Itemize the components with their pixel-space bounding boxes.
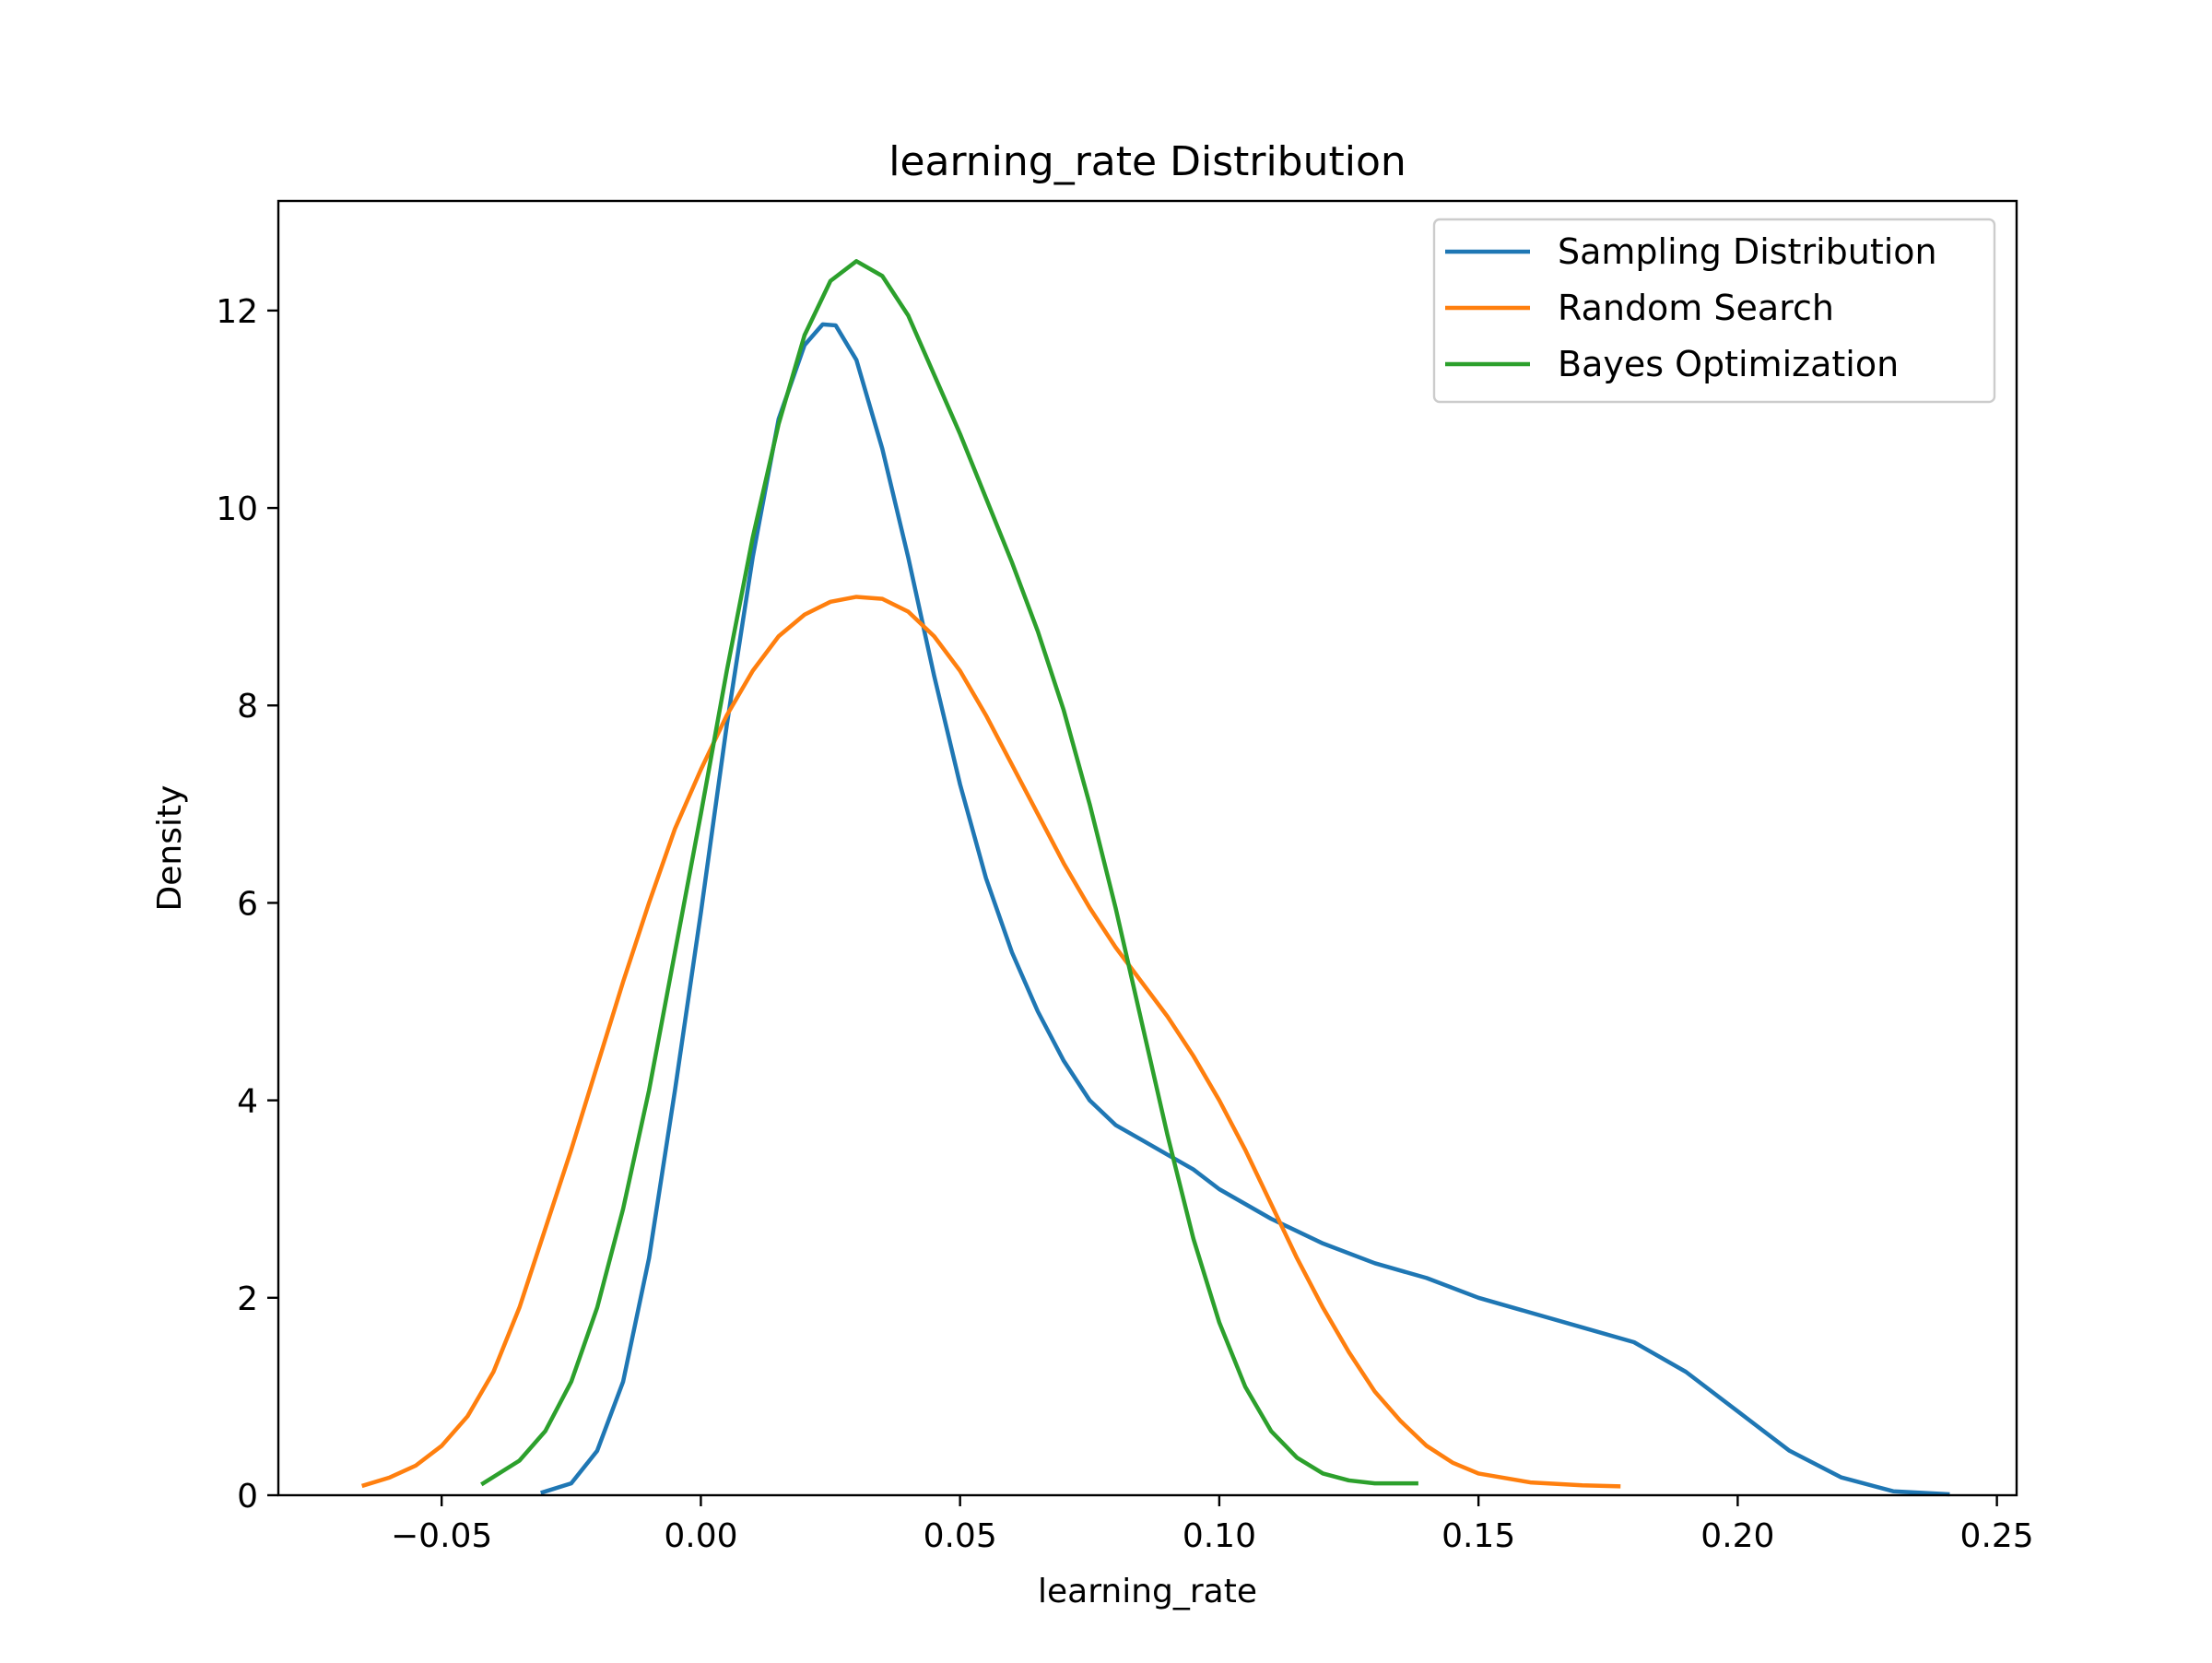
series-line-2 (480, 259, 1418, 1487)
series-line-0 (540, 322, 1950, 1497)
legend-label: Bayes Optimization (1558, 344, 1899, 384)
legend: Sampling Distribution Random Search Bayes … (1432, 218, 1996, 404)
y-tick-label: 4 (237, 1083, 258, 1121)
chart-title: learning_rate Distribution (888, 138, 1406, 185)
x-tick-label: 0.20 (1700, 1517, 1774, 1555)
x-tick-label: 0.10 (1182, 1517, 1256, 1555)
x-tick-label: 0.15 (1441, 1517, 1515, 1555)
x-tick-label: −0.05 (391, 1517, 492, 1555)
series-line-1 (361, 595, 1621, 1489)
x-tick-label: 0.00 (664, 1517, 737, 1555)
y-axis-label: Density (151, 785, 189, 912)
y-tick-label: 0 (237, 1478, 258, 1516)
x-axis-label: learning_rate (1038, 1573, 1257, 1610)
legend-label: Sampling Distribution (1558, 231, 1937, 272)
y-tick-label: 8 (237, 688, 258, 725)
legend-box (1432, 218, 1996, 404)
x-tick-label: 0.05 (924, 1517, 997, 1555)
x-tick-label: 0.25 (1960, 1517, 2034, 1555)
y-tick-label: 6 (237, 885, 258, 923)
y-tick-label: 10 (216, 490, 258, 528)
plot-area: −0.05 0.00 0.05 0.10 0.15 0.20 0.25 0 2 4 6 8 10 12 (216, 199, 2034, 1555)
legend-label: Random Search (1558, 288, 1834, 328)
axes-frame (276, 199, 2018, 1497)
y-tick-label: 2 (237, 1280, 258, 1318)
y-tick-label: 12 (216, 293, 258, 331)
